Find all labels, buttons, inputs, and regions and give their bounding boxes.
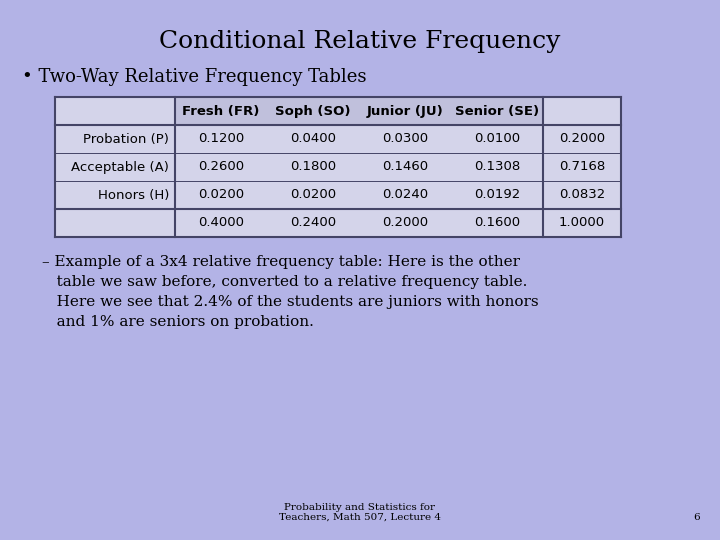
Text: 0.7168: 0.7168	[559, 160, 605, 173]
Text: 0.0240: 0.0240	[382, 188, 428, 201]
Text: 0.2400: 0.2400	[290, 217, 336, 230]
Text: Conditional Relative Frequency: Conditional Relative Frequency	[159, 30, 561, 53]
Text: 0.0200: 0.0200	[198, 188, 244, 201]
Text: 0.1800: 0.1800	[290, 160, 336, 173]
Text: 0.0100: 0.0100	[474, 132, 520, 145]
Text: Acceptable (A): Acceptable (A)	[71, 160, 169, 173]
Text: 0.2000: 0.2000	[382, 217, 428, 230]
Text: 0.0192: 0.0192	[474, 188, 520, 201]
Text: Probability and Statistics for
Teachers, Math 507, Lecture 4: Probability and Statistics for Teachers,…	[279, 503, 441, 522]
Text: Junior (JU): Junior (JU)	[366, 105, 444, 118]
Text: and 1% are seniors on probation.: and 1% are seniors on probation.	[42, 315, 314, 329]
Text: Senior (SE): Senior (SE)	[455, 105, 539, 118]
Text: 6: 6	[693, 513, 700, 522]
Text: 0.1200: 0.1200	[198, 132, 244, 145]
Text: 0.0400: 0.0400	[290, 132, 336, 145]
Text: – Example of a 3x4 relative frequency table: Here is the other: – Example of a 3x4 relative frequency ta…	[42, 255, 520, 269]
Text: 0.1600: 0.1600	[474, 217, 520, 230]
Text: Honors (H): Honors (H)	[98, 188, 169, 201]
Text: Here we see that 2.4% of the students are juniors with honors: Here we see that 2.4% of the students ar…	[42, 295, 539, 309]
Text: 0.0200: 0.0200	[290, 188, 336, 201]
Text: 0.1308: 0.1308	[474, 160, 520, 173]
Text: • Two-Way Relative Frequency Tables: • Two-Way Relative Frequency Tables	[22, 68, 366, 86]
Text: 1.0000: 1.0000	[559, 217, 605, 230]
Text: 0.0832: 0.0832	[559, 188, 605, 201]
Bar	[55, 97, 621, 237]
Bar	[175, 97, 543, 125]
Text: 0.0300: 0.0300	[382, 132, 428, 145]
Text: Fresh (FR): Fresh (FR)	[182, 105, 260, 118]
Text: 0.2600: 0.2600	[198, 160, 244, 173]
Text: 0.4000: 0.4000	[198, 217, 244, 230]
Text: 0.2000: 0.2000	[559, 132, 605, 145]
Text: Soph (SO): Soph (SO)	[275, 105, 351, 118]
Text: Probation (P): Probation (P)	[83, 132, 169, 145]
Text: table we saw before, converted to a relative frequency table.: table we saw before, converted to a rela…	[42, 275, 527, 289]
Text: 0.1460: 0.1460	[382, 160, 428, 173]
